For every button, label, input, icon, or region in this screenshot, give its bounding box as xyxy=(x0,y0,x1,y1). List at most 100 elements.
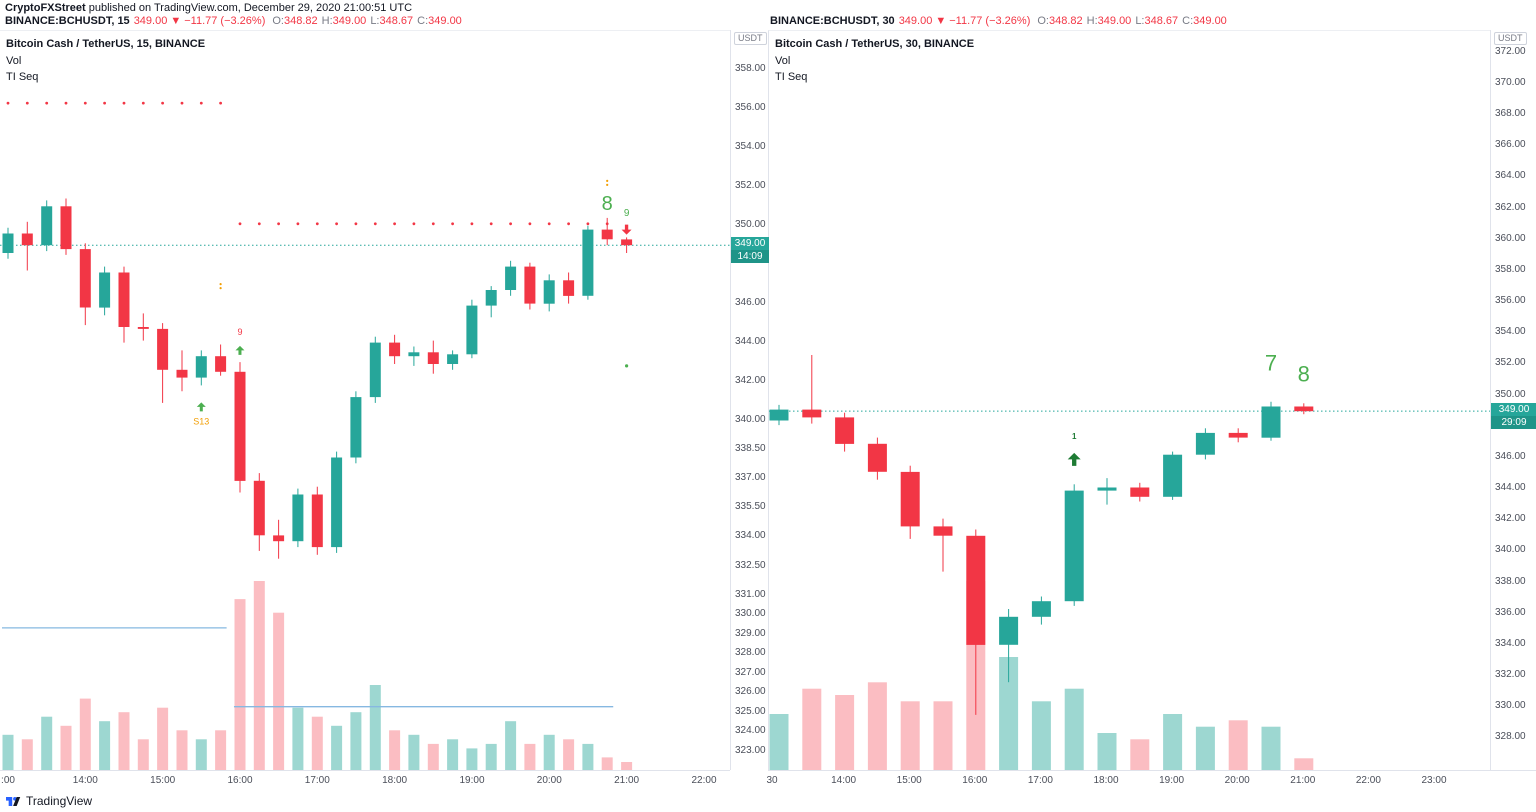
ti-seq-dot xyxy=(45,101,49,105)
annotation-dot xyxy=(625,364,629,368)
ti-seq-dot xyxy=(335,222,338,226)
price-tick: 350.00 xyxy=(1495,388,1526,400)
price-tick: 346.00 xyxy=(1495,450,1526,462)
high-value: 349.00 xyxy=(332,15,367,27)
setup-mark xyxy=(606,179,609,182)
volume-bar xyxy=(1261,726,1281,771)
ti-seq-dot xyxy=(180,101,184,105)
candle-14:30 xyxy=(118,266,130,343)
volume-bar xyxy=(369,685,381,771)
candle-16:00 xyxy=(966,529,986,715)
attribution-text: published on TradingView.com, December 2… xyxy=(85,2,413,14)
tiseq-indicator-label: TI Seq xyxy=(6,71,39,83)
price-tick: 342.00 xyxy=(1495,513,1526,525)
candle-19:45 xyxy=(524,262,536,310)
footer: TradingView xyxy=(0,790,1536,812)
price-tick: 350.00 xyxy=(735,218,766,230)
volume-bar xyxy=(389,730,401,771)
volume-bar xyxy=(1031,701,1051,771)
price-tick: 360.00 xyxy=(1495,232,1526,244)
ti-seq-dot xyxy=(219,101,223,105)
tradingview-label: TradingView xyxy=(26,794,93,808)
volume-bar xyxy=(563,739,575,771)
open-label: O: xyxy=(1037,15,1049,27)
candle-19:00 xyxy=(466,299,478,359)
chart-panel-15m[interactable]: 8 9 9 S13 Bitcoin Cash / TetherUS, 15, BINA… xyxy=(0,30,730,771)
volume-bar xyxy=(447,739,459,771)
volume-bar xyxy=(176,730,188,771)
candlestick-chart-30m[interactable]: 7 8 1 xyxy=(769,31,1491,771)
ti-seq-dot xyxy=(64,101,68,105)
time-label: 16:00 xyxy=(962,775,988,786)
arrow-up-icon xyxy=(196,402,206,412)
volume-bar xyxy=(253,581,265,771)
time-label: 18:00 xyxy=(382,775,408,786)
ti-seq-dot xyxy=(373,222,377,226)
candle-20:00 xyxy=(1228,428,1248,443)
ti-seq-dot xyxy=(6,101,10,105)
price-tick: 352.00 xyxy=(735,179,766,191)
price-tick: 344.00 xyxy=(735,335,766,347)
currency-badge: USDT xyxy=(734,32,767,45)
price-tick: 346.00 xyxy=(735,296,766,308)
volume-bar xyxy=(1163,714,1183,771)
price-tick: 331.00 xyxy=(735,588,766,600)
annotation-text: 8 xyxy=(602,193,613,215)
volume-bar xyxy=(408,734,420,771)
last-price-tag: 349.00 xyxy=(1491,403,1536,417)
volume-bar xyxy=(292,707,304,771)
candle-18:30 xyxy=(1130,482,1150,502)
setup-mark xyxy=(219,287,222,290)
arrow-up-icon xyxy=(1067,452,1081,466)
annotation-text: 9 xyxy=(624,208,630,219)
price-tick: 358.00 xyxy=(735,62,766,74)
time-axis-30m[interactable]: 30 14:00 15:00 16:00 17:00 18:00 19:00 20:00 21:… xyxy=(766,770,1536,791)
volume-bar xyxy=(99,721,111,771)
time-label: 30 xyxy=(766,775,778,786)
price-tick: 334.00 xyxy=(735,530,766,542)
volume-bar xyxy=(157,707,169,771)
price-tick: 368.00 xyxy=(1495,108,1526,120)
symbol-header-15m: BINANCE:BCHUSDT, 15 349.00 ▼ −11.77 (−3.26%… xyxy=(5,15,462,27)
volume-bar xyxy=(485,743,497,771)
header-last-price: 349.00 xyxy=(133,15,168,27)
candle-17:00 xyxy=(311,486,323,555)
price-scale-15m[interactable]: USDT 358.00 356.00 354.00 352.00 350.00 346.0… xyxy=(730,30,769,770)
close-label: C: xyxy=(1182,15,1194,27)
attribution-line: CryptoFXStreet published on TradingView.… xyxy=(5,2,412,14)
candle-18:00 xyxy=(1097,478,1117,505)
header-last-price: 349.00 xyxy=(898,15,933,27)
time-label: 19:00 xyxy=(459,775,485,786)
time-axis-15m[interactable]: :00 14:00 15:00 16:00 17:00 18:00 19:00 20:00 21… xyxy=(0,770,730,791)
price-tick: 362.00 xyxy=(1495,201,1526,213)
time-label: 14:00 xyxy=(72,775,98,786)
volume-bar xyxy=(2,734,14,771)
candle-21:00 xyxy=(1294,403,1314,415)
candle-16:15 xyxy=(253,473,265,551)
volume-bar xyxy=(311,716,323,771)
tradingview-logo[interactable]: TradingView xyxy=(6,794,92,808)
price-tick: 354.00 xyxy=(735,140,766,152)
volume-bar xyxy=(234,599,246,771)
candle-18:30 xyxy=(427,340,439,374)
price-scale-30m[interactable]: USDT 372.00 370.00 368.00 366.00 364.00 362.0… xyxy=(1490,30,1536,770)
candle-13:30 xyxy=(41,200,53,252)
volume-bar xyxy=(835,695,855,771)
symbol-name: BINANCE:BCHUSDT, 30 xyxy=(770,15,895,27)
annotation-text: 9 xyxy=(237,327,242,337)
volume-bar xyxy=(1294,758,1314,771)
ti-seq-dot xyxy=(25,101,29,105)
chart-title: Bitcoin Cash / TetherUS, 15, BINANCE xyxy=(6,38,206,50)
volume-bar xyxy=(273,612,285,771)
candle-19:00 xyxy=(1163,451,1183,500)
price-tick: 338.00 xyxy=(1495,575,1526,587)
time-label: 16:00 xyxy=(227,775,253,786)
volume-bar xyxy=(769,714,789,771)
price-tick: 323.00 xyxy=(735,744,766,756)
price-tick: 356.00 xyxy=(735,101,766,113)
time-label: 23:00 xyxy=(1421,775,1447,786)
volume-bar xyxy=(79,698,91,771)
candle-17:15 xyxy=(331,451,343,553)
